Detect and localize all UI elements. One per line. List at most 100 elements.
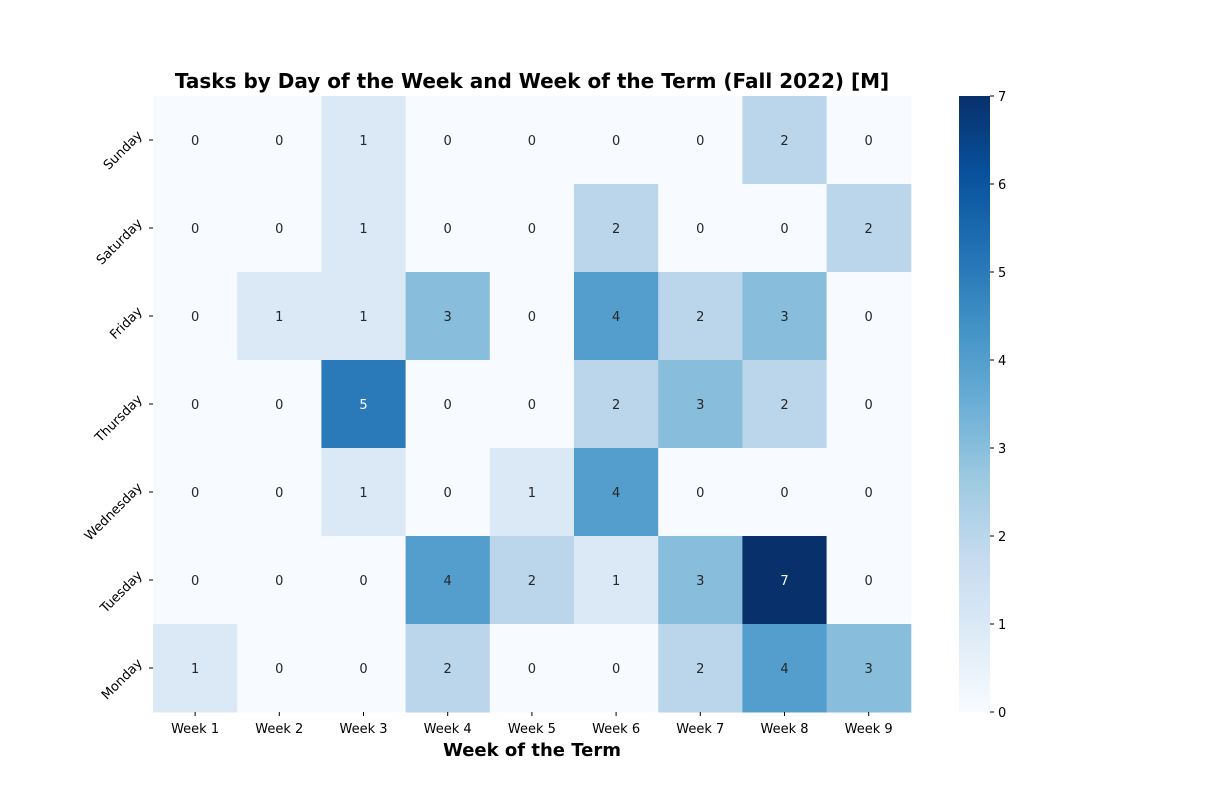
x-tick-label: Week 7 [676,722,724,737]
heatmap-cell [742,360,828,449]
heatmap-cell [574,272,659,361]
heatmap-cell [405,360,491,449]
heatmap-cell [489,184,575,273]
cell-value-label: 0 [444,398,452,413]
cell-value-label: 0 [865,398,873,413]
heatmap-cell [658,360,743,449]
heatmap-cell [826,272,912,361]
heatmap-cell [153,448,238,537]
cell-value-label: 1 [612,574,620,589]
heatmap-cell [742,96,828,185]
heatmap-cell [237,96,322,185]
cell-value-label: 0 [191,574,199,589]
heatmap-cell [237,536,322,625]
cell-value-label: 4 [780,662,788,677]
heatmap-cell [826,536,912,625]
cell-value-label: 0 [696,222,704,237]
cell-value-label: 2 [865,222,873,237]
heatmap-cell [405,96,491,185]
heatmap-cell [237,448,322,537]
cell-value-label: 0 [696,486,704,501]
cell-value-label: 3 [780,310,788,325]
cell-value-label: 0 [275,662,283,677]
heatmap-cell [826,448,912,537]
cell-value-label: 3 [696,398,704,413]
cell-value-label: 1 [359,222,367,237]
cell-value-label: 4 [612,310,620,325]
x-axis-label: Week of the Term [443,740,621,761]
cell-value-label: 1 [359,134,367,149]
heatmap-cell [574,536,659,625]
cell-value-label: 0 [275,486,283,501]
x-tick-label: Week 6 [592,722,640,737]
cell-value-label: 2 [696,662,704,677]
cell-value-label: 0 [528,662,536,677]
heatmap-cell [574,184,659,273]
heatmap-cell [826,96,912,185]
heatmap-cell [153,96,238,185]
cell-value-label: 2 [696,310,704,325]
heatmap-cell [574,448,659,537]
heatmap-cell [574,96,659,185]
heatmap-cell [237,272,322,361]
cell-value-label: 2 [612,222,620,237]
heatmap-cell [742,184,828,273]
cell-value-label: 0 [275,222,283,237]
x-tick-label: Week 9 [845,722,893,737]
x-tick-label: Week 1 [171,722,219,737]
cell-value-label: 0 [865,574,873,589]
heatmap-cell [826,360,912,449]
heatmap-cell [658,272,743,361]
colorbar-tick-label: 3 [998,442,1006,457]
cell-value-label: 1 [528,486,536,501]
cell-value-label: 0 [444,486,452,501]
cell-value-label: 3 [444,310,452,325]
heatmap-cell [237,184,322,273]
cell-value-label: 0 [780,486,788,501]
heatmap-cell [321,184,407,273]
cell-value-label: 0 [359,574,367,589]
cell-value-label: 3 [865,662,873,677]
heatmap-cell [742,624,828,713]
cell-value-label: 0 [865,134,873,149]
x-tick-label: Week 8 [760,722,808,737]
heatmap-cell [321,272,407,361]
heatmap-cell [489,96,575,185]
cell-value-label: 0 [191,486,199,501]
cell-value-label: 1 [359,486,367,501]
heatmap-cell [405,272,491,361]
cell-value-label: 2 [780,134,788,149]
heatmap-cell [321,96,407,185]
cell-value-label: 7 [780,574,788,589]
cell-value-label: 0 [528,134,536,149]
colorbar-tick-label: 7 [998,90,1006,105]
y-tick-label: Tuesday [97,568,146,617]
cell-value-label: 0 [275,134,283,149]
cell-value-label: 0 [191,134,199,149]
colorbar: 0 1 2 3 4 5 6 7 [959,90,1006,721]
heatmap-cells: 0 0 1 0 0 0 0 2 0 0 0 1 0 0 2 0 0 2 0 1 1 3 0 4 2 3 0 0 0 5 0 0 2 3 2 0 0 0 1 0… [153,96,912,713]
heatmap-cell [321,448,407,537]
colorbar-tick-label: 2 [998,530,1006,545]
heatmap-cell [405,624,491,713]
cell-value-label: 0 [275,398,283,413]
cell-value-label: 0 [612,662,620,677]
y-tick-label: Wednesday [82,480,146,544]
heatmap-cell [489,272,575,361]
heatmap-cell [658,624,743,713]
colorbar-tick-label: 6 [998,178,1006,193]
colorbar-tick-label: 1 [998,618,1006,633]
cell-value-label: 0 [612,134,620,149]
heatmap-cell [153,272,238,361]
cell-value-label: 0 [359,662,367,677]
y-axis: Sunday Saturday Friday Thursday Wednesday Tue… [82,128,153,703]
chart-title: Tasks by Day of the Week and Week of the… [175,69,889,93]
heatmap-cell [742,536,828,625]
heatmap-cell [321,624,407,713]
heatmap-cell [321,536,407,625]
heatmap-cell [237,624,322,713]
cell-value-label: 2 [780,398,788,413]
cell-value-label: 0 [191,310,199,325]
x-tick-label: Week 3 [339,722,387,737]
heatmap-cell [153,536,238,625]
